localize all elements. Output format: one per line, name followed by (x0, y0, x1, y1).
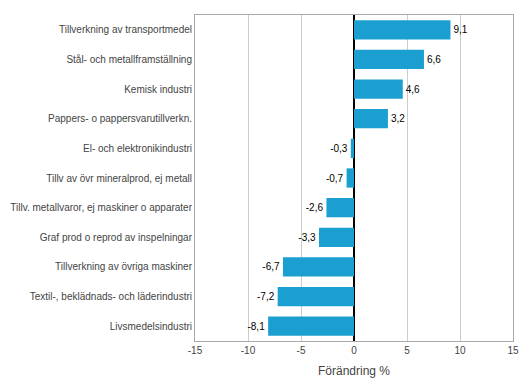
svg-text:-6,7: -6,7 (262, 261, 280, 272)
svg-text:Tillv av övr mineralprod, ej m: Tillv av övr mineralprod, ej metall (46, 173, 192, 184)
svg-text:0: 0 (351, 345, 357, 356)
svg-text:-10: -10 (241, 345, 256, 356)
svg-text:10: 10 (454, 345, 466, 356)
svg-text:Textil-, beklädnads- och läder: Textil-, beklädnads- och läderindustri (30, 291, 192, 302)
svg-text:9,1: 9,1 (453, 24, 467, 35)
svg-text:El- och elektronikindustri: El- och elektronikindustri (83, 143, 192, 154)
svg-text:-7,2: -7,2 (257, 291, 275, 302)
svg-text:-3,3: -3,3 (298, 232, 316, 243)
svg-text:Graf prod o reprod av inspelni: Graf prod o reprod av inspelningar (40, 232, 193, 243)
svg-text:15: 15 (507, 345, 519, 356)
svg-text:Kemisk industri: Kemisk industri (124, 84, 192, 95)
svg-text:Stål- och metallframställning: Stål- och metallframställning (66, 54, 192, 65)
svg-text:-0,3: -0,3 (330, 143, 348, 154)
svg-text:4,6: 4,6 (406, 84, 420, 95)
svg-text:Tillv. metallvaror, ej maskine: Tillv. metallvaror, ej maskiner o appara… (10, 202, 192, 213)
svg-text:6,6: 6,6 (427, 54, 441, 65)
svg-text:-15: -15 (188, 345, 203, 356)
svg-text:-5: -5 (297, 345, 306, 356)
svg-text:Tillverkning av övriga maskine: Tillverkning av övriga maskiner (55, 261, 193, 272)
svg-text:5: 5 (404, 345, 410, 356)
svg-text:-8,1: -8,1 (247, 321, 265, 332)
svg-text:Förändring %: Förändring % (318, 364, 390, 378)
svg-text:Pappers- o pappersvarutillverk: Pappers- o pappersvarutillverkn. (48, 113, 192, 124)
svg-text:-0,7: -0,7 (326, 173, 344, 184)
svg-text:Tillverkning av transportmedel: Tillverkning av transportmedel (59, 24, 192, 35)
svg-text:3,2: 3,2 (391, 113, 405, 124)
svg-text:Livsmedelsindustri: Livsmedelsindustri (110, 321, 192, 332)
svg-text:-2,6: -2,6 (306, 202, 324, 213)
